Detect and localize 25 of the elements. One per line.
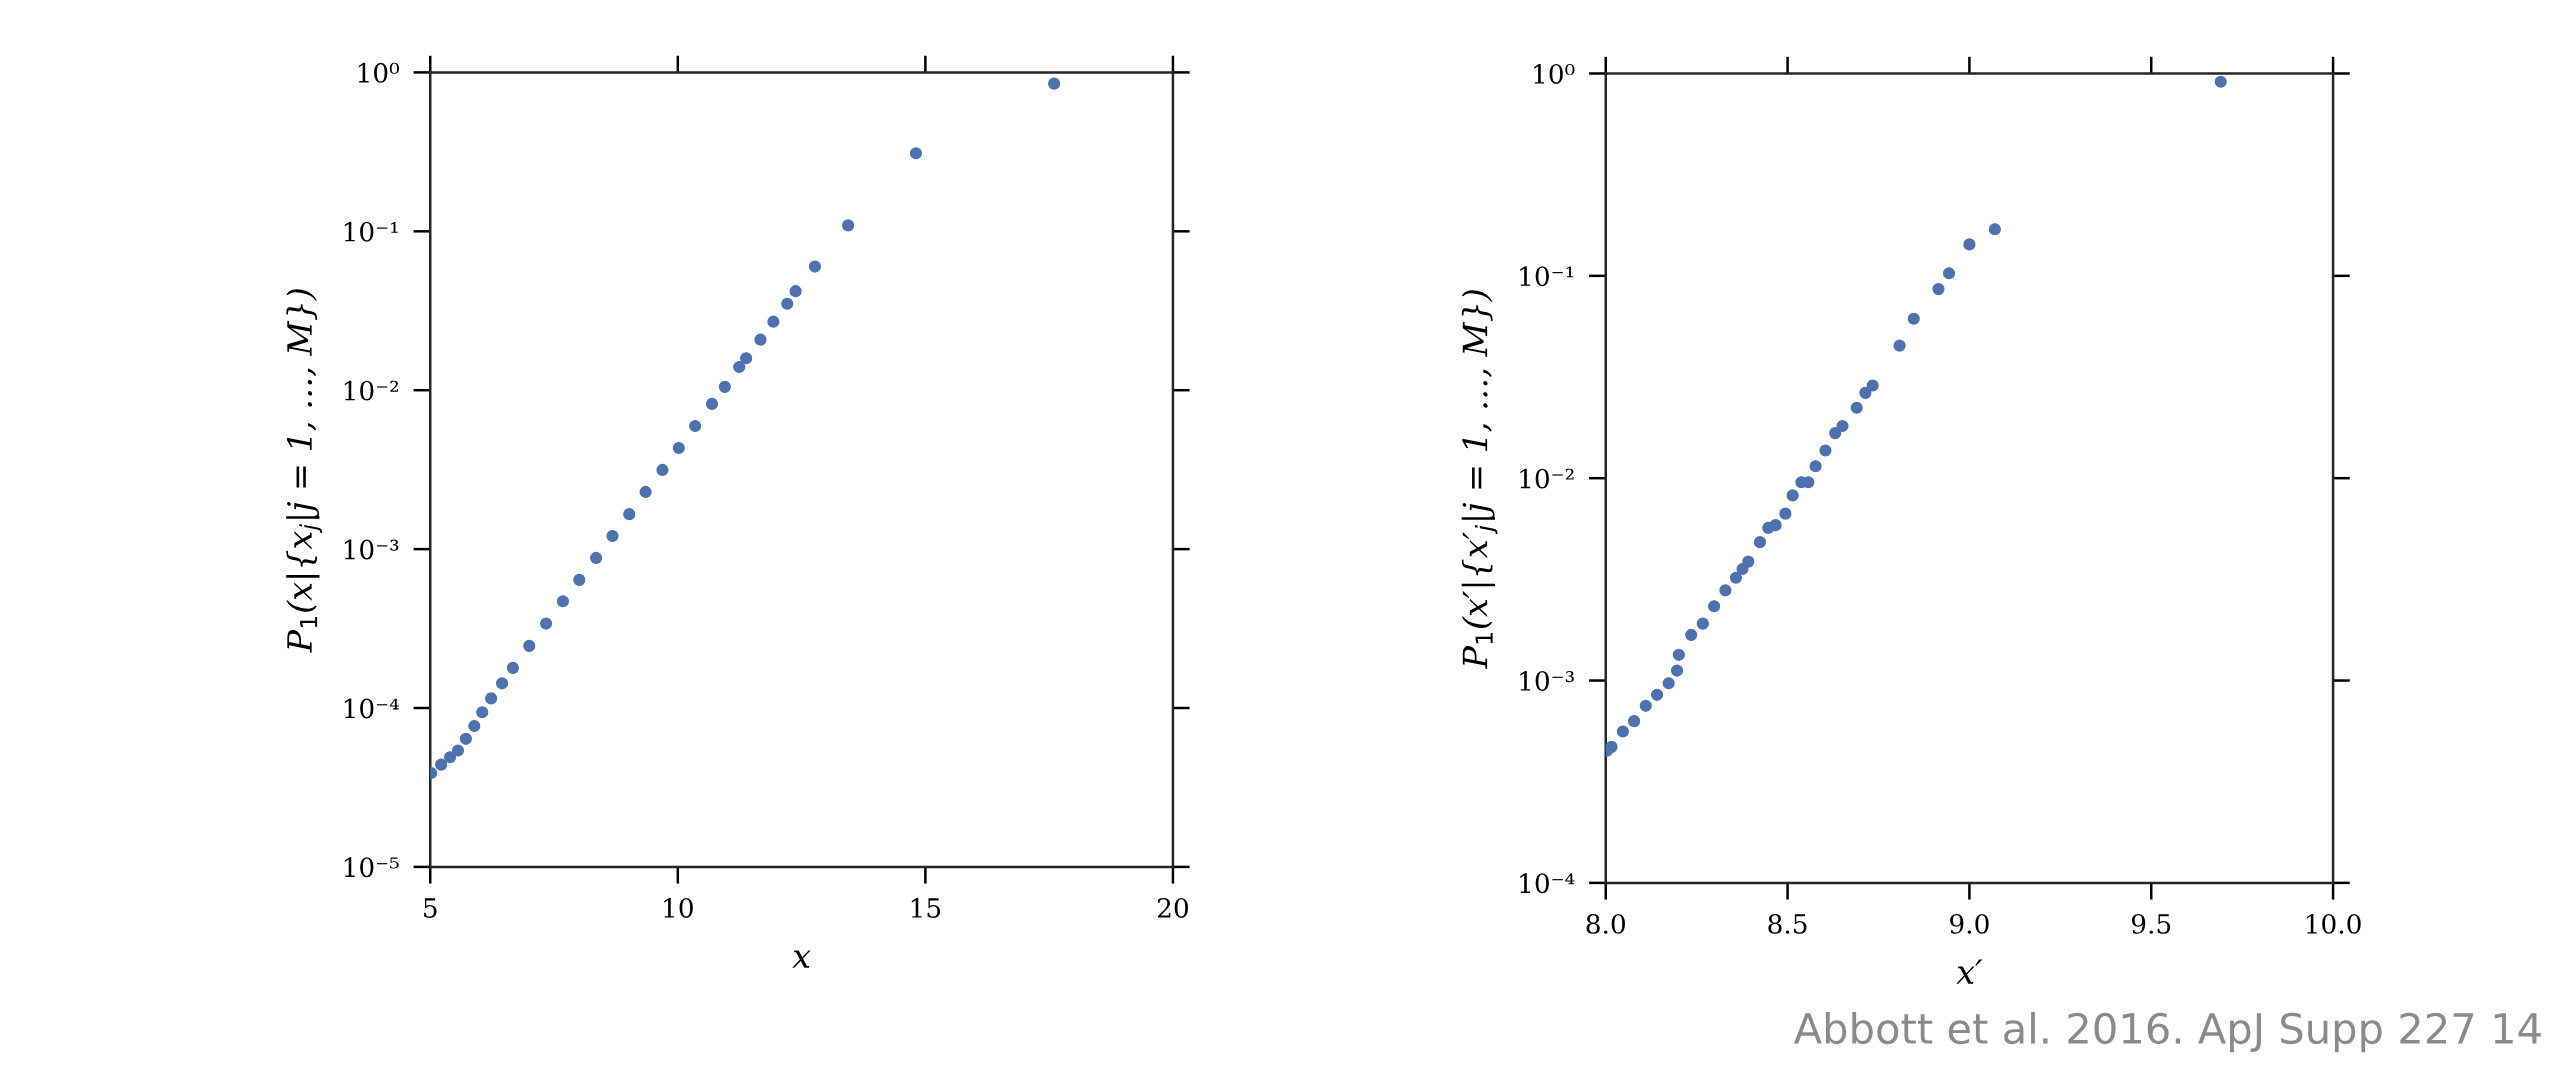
x-tick-label: 9.0 bbox=[1950, 913, 1989, 934]
x-tick-label: 15 bbox=[911, 897, 941, 918]
y-tick-label: 10⁰ bbox=[358, 62, 400, 83]
x-tick-label: 5 bbox=[424, 898, 437, 918]
y-tick-label: 10⁻⁴ bbox=[344, 698, 399, 719]
y-tick-label: 10⁻² bbox=[1520, 468, 1574, 489]
x-tick-label: 20 bbox=[1157, 897, 1188, 918]
y-axis-title: P$_{1}$(x|{x$_{j}$|j = 1, …, M}) bbox=[286, 289, 322, 653]
y-tick-label: 10⁰ bbox=[1534, 63, 1575, 84]
x-axis-title: x bbox=[792, 950, 811, 968]
x-axis-title: x′ bbox=[1956, 959, 1983, 984]
y-tick-label: 10⁻³ bbox=[1520, 670, 1574, 691]
y-tick-label: 10⁻¹ bbox=[344, 221, 398, 242]
x-tick-label: 8.0 bbox=[1586, 913, 1625, 934]
y-tick-label: 10⁻¹ bbox=[1520, 266, 1574, 287]
x-tick-label: 8.5 bbox=[1768, 913, 1807, 934]
y-tick-label: 10⁻⁴ bbox=[1520, 873, 1575, 894]
y-axis-title: P$_{1}$(x′|{x′$_{j}$|j = 1, …, M}) bbox=[1461, 290, 1498, 670]
x-tick-label: 10.0 bbox=[2306, 913, 2361, 934]
y-tick-label: 10⁻⁵ bbox=[344, 857, 399, 878]
text: Abbott et al. 2016. ApJ Supp 227 14 bbox=[1793, 1011, 2541, 1053]
y-tick-label: 10⁻² bbox=[344, 380, 399, 401]
y-tick-label: 10⁻³ bbox=[344, 539, 399, 560]
x-tick-label: 9.5 bbox=[2131, 913, 2171, 934]
x-tick-label: 10 bbox=[664, 897, 693, 918]
